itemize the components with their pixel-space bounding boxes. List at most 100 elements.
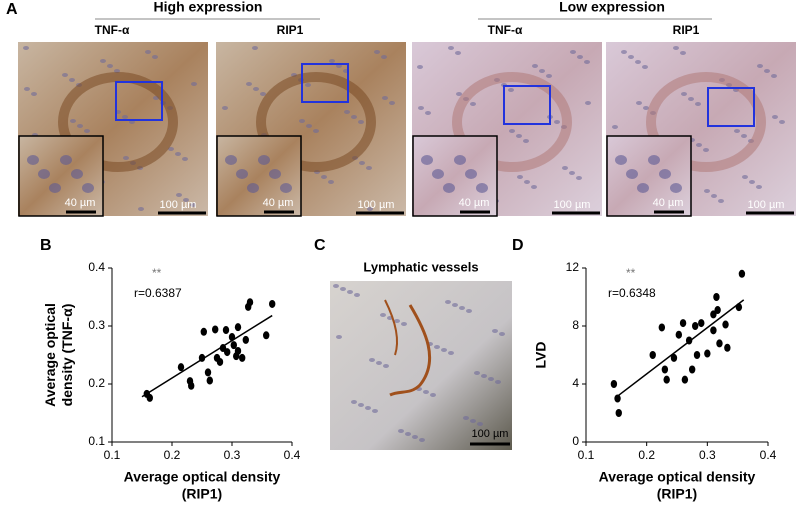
cell-nucleus: [123, 156, 129, 160]
cell-nucleus: [779, 120, 785, 124]
cell-nucleus: [742, 175, 748, 179]
cell-nucleus: [554, 120, 560, 124]
cell-nucleus: [474, 371, 480, 375]
point: [716, 339, 723, 348]
panel-label: B: [40, 237, 52, 254]
x-tick-label: 0.1: [578, 448, 595, 462]
cell-nucleus: [434, 345, 440, 349]
cell-nucleus: [488, 377, 494, 381]
cell-nucleus: [382, 96, 388, 100]
scale-label: 100 µm: [160, 199, 197, 211]
cell-nucleus: [628, 55, 634, 59]
cell-nucleus: [459, 306, 465, 310]
y-axis-title: density (TNF-α): [59, 304, 75, 407]
x-tick-label: 0.3: [224, 448, 241, 462]
group-title: High expression: [154, 0, 263, 15]
image-label: TNF-α: [95, 23, 130, 37]
x-tick-label: 0.2: [164, 448, 181, 462]
inset-cell: [476, 183, 488, 193]
cell-nucleus: [532, 64, 538, 68]
cell-nucleus: [448, 46, 454, 50]
inset-cell: [269, 169, 281, 179]
x-tick-label: 0.2: [638, 448, 655, 462]
gland: [452, 72, 572, 172]
point: [679, 319, 687, 328]
cell-nucleus: [190, 203, 196, 207]
cell-nucleus: [711, 194, 717, 198]
inset-cell: [49, 183, 61, 193]
cell-nucleus: [635, 60, 641, 64]
y-tick-label: 0: [572, 434, 579, 448]
cell-nucleus: [456, 92, 462, 96]
point: [658, 323, 666, 332]
cell-nucleus: [455, 51, 461, 55]
cell-nucleus: [481, 374, 487, 378]
cell-nucleus: [333, 284, 339, 288]
inset-scale-label: 40 µm: [65, 197, 96, 209]
gland: [646, 72, 766, 172]
cell-nucleus: [372, 409, 378, 413]
roi-box: [115, 81, 163, 121]
inset-cell: [60, 155, 72, 165]
cell-nucleus: [470, 102, 476, 106]
point: [204, 368, 212, 377]
point: [188, 381, 195, 390]
point: [693, 351, 701, 359]
cell-nucleus: [401, 322, 407, 326]
roi-box: [301, 63, 349, 103]
cell-nucleus: [321, 175, 327, 179]
cell-nucleus: [570, 50, 576, 54]
scale-label: 100 µm: [748, 199, 785, 211]
lymphatic-vessel: [389, 304, 431, 397]
cell-nucleus: [107, 64, 113, 68]
cell-nucleus: [445, 300, 451, 304]
point: [670, 353, 678, 362]
cell-nucleus: [405, 432, 411, 436]
cell-nucleus: [367, 207, 373, 211]
y-tick-label: 12: [566, 260, 580, 274]
x-axis-title: (RIP1): [657, 486, 697, 502]
fit-line: [141, 314, 273, 398]
cell-nucleus: [673, 46, 679, 50]
cell-nucleus: [612, 125, 618, 129]
y-tick-label: 0.2: [88, 376, 105, 390]
y-tick-label: 4: [572, 376, 579, 390]
cell-nucleus: [23, 46, 29, 50]
cell-nucleus: [576, 176, 582, 180]
cell-nucleus: [359, 161, 365, 165]
cell-nucleus: [260, 92, 266, 96]
cell-nucleus: [704, 189, 710, 193]
image-title: Lymphatic vessels: [363, 259, 478, 274]
group-title: Low expression: [559, 0, 665, 15]
point: [710, 310, 717, 319]
cell-nucleus: [680, 51, 686, 55]
correlation: r=0.6348: [608, 286, 656, 300]
cell-nucleus: [100, 59, 106, 63]
inset-cell: [258, 155, 270, 165]
point: [206, 376, 213, 385]
point: [239, 353, 246, 362]
point: [222, 326, 230, 335]
point: [698, 319, 705, 328]
point: [714, 306, 721, 315]
cell-nucleus: [477, 422, 483, 426]
cell-nucleus: [374, 50, 380, 54]
correlation: r=0.6387: [134, 286, 182, 300]
cell-nucleus: [499, 332, 505, 336]
point: [224, 348, 231, 357]
point: [713, 293, 720, 301]
cell-nucleus: [222, 106, 228, 110]
cell-nucleus: [425, 111, 431, 115]
cell-nucleus: [509, 129, 515, 133]
cell-nucleus: [253, 87, 259, 91]
lymphatic-vessel: [384, 299, 398, 356]
cell-nucleus: [351, 115, 357, 119]
cell-nucleus: [492, 329, 498, 333]
point: [234, 323, 242, 332]
cell-nucleus: [734, 129, 740, 133]
y-tick-label: 0.3: [88, 318, 105, 332]
cell-nucleus: [84, 129, 90, 133]
inset: [412, 135, 498, 217]
fit-line: [615, 299, 745, 398]
cell-nucleus: [584, 60, 590, 64]
